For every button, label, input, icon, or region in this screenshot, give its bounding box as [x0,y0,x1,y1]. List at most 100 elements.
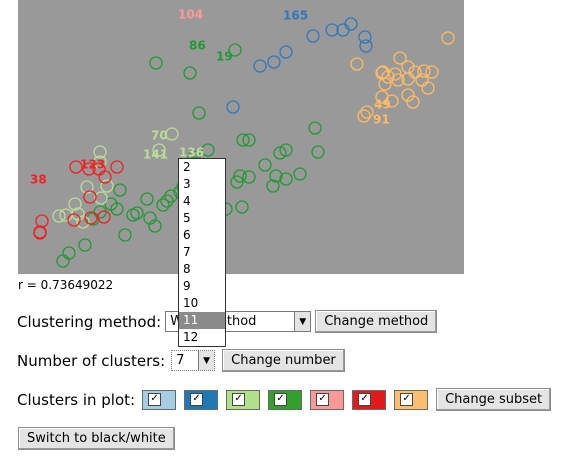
clusters-in-plot-label: Clusters in plot: [17,390,136,409]
data-point [391,73,405,87]
data-point [226,100,240,114]
data-point [325,23,339,37]
switch-black-white-button[interactable]: Switch to black/white [18,427,175,450]
data-point [140,192,154,206]
data-point [83,190,97,204]
data-point [441,31,455,45]
data-point [308,121,322,135]
data-point [417,64,431,78]
cluster-swatch[interactable]: ✓ [184,389,219,410]
point-label: 104 [178,8,203,22]
data-point [279,172,293,186]
data-point [253,59,267,73]
data-point [148,219,162,233]
data-point [156,198,170,212]
cluster-swatch[interactable]: ✓ [394,389,429,410]
cluster-checkbox[interactable]: ✓ [232,393,246,406]
data-point [82,162,96,176]
cluster-count-option[interactable]: 2 [183,160,191,174]
point-label: 49 [374,98,391,112]
cluster-checkbox[interactable]: ✓ [148,393,162,406]
change-subset-button[interactable]: Change subset [436,388,552,411]
data-point [279,143,293,157]
cluster-count-option[interactable]: 12 [183,330,199,344]
cluster-swatches: ✓ ✓ ✓ ✓ ✓ ✓ ✓ [142,389,436,410]
point-label: 123 [80,158,105,172]
data-point [97,210,111,224]
cluster-swatch[interactable]: ✓ [226,389,261,410]
number-of-clusters-dropdown[interactable]: 2 3 4 5 6 7 8 9 10 11 12 [178,158,226,347]
data-point [425,65,439,79]
data-point [385,94,399,108]
data-point [152,143,166,157]
data-point [376,65,390,79]
cluster-count-option[interactable]: 3 [183,177,191,191]
number-of-clusters-select[interactable]: 7 ▼ [171,350,216,371]
data-point [165,127,179,141]
data-point [230,175,244,189]
data-point [267,55,281,69]
point-label: 86 [189,39,206,53]
data-point [104,197,118,211]
data-point [344,17,358,31]
clusters-in-plot-row: Clusters in plot: ✓ ✓ ✓ ✓ ✓ ✓ ✓ Change subset [17,388,552,411]
black-white-row: Switch to black/white [17,427,175,450]
cluster-count-option[interactable]: 10 [183,296,199,310]
data-point [110,160,124,174]
cluster-count-option[interactable]: 9 [183,279,191,293]
cluster-swatch[interactable]: ✓ [268,389,303,410]
clustering-method-row: Clustering method: Ward Method ▼ Change … [17,310,438,333]
number-of-clusters-label: Number of clusters: [17,351,166,370]
cluster-checkbox[interactable]: ✓ [358,393,372,406]
cluster-checkbox[interactable]: ✓ [400,393,414,406]
plot-background [18,0,464,274]
cluster-checkbox[interactable]: ✓ [274,393,288,406]
cluster-count-option[interactable]: 7 [183,245,191,259]
cluster-count-option[interactable]: 5 [183,211,191,225]
data-point [401,88,415,102]
data-point [311,145,325,159]
cluster-count-option[interactable]: 4 [183,194,191,208]
data-point [118,228,132,242]
change-number-button[interactable]: Change number [222,349,345,372]
chevron-down-icon: ▼ [198,351,215,370]
data-point [279,45,293,59]
data-point [113,183,127,197]
cluster-checkbox[interactable]: ✓ [316,393,330,406]
data-point [406,95,420,109]
data-point [258,158,272,172]
point-label: 141 [143,148,168,162]
data-point [67,213,81,227]
number-of-clusters-row: Number of clusters: 7 ▼ Change number [17,349,345,372]
data-point [100,179,114,193]
data-point [242,133,256,147]
cluster-swatch[interactable]: ✓ [142,389,177,410]
data-point [98,170,112,184]
point-label: 70 [151,129,168,143]
data-point [93,155,107,169]
number-of-clusters-value: 7 [176,353,185,368]
data-point [68,197,82,211]
data-point [393,51,407,65]
point-label: 91 [373,113,390,127]
data-point [306,29,320,43]
cluster-checkbox[interactable]: ✓ [190,393,204,406]
correlation-readout: r = 0.73649022 [18,278,114,292]
change-method-button[interactable]: Change method [315,310,438,333]
data-point [56,254,70,268]
data-point [408,65,422,79]
cluster-count-option[interactable]: 6 [183,228,191,242]
data-point [76,215,90,229]
data-point [33,226,47,240]
data-point [421,81,435,95]
data-point [94,191,108,205]
cluster-count-option[interactable]: 8 [183,262,191,276]
cluster-swatch[interactable]: ✓ [310,389,345,410]
data-point [69,160,83,174]
data-point [80,180,94,194]
data-point [236,133,250,147]
cluster-swatch[interactable]: ✓ [352,389,387,410]
data-point [359,39,373,53]
cluster-count-option[interactable]: 11 [179,312,225,329]
